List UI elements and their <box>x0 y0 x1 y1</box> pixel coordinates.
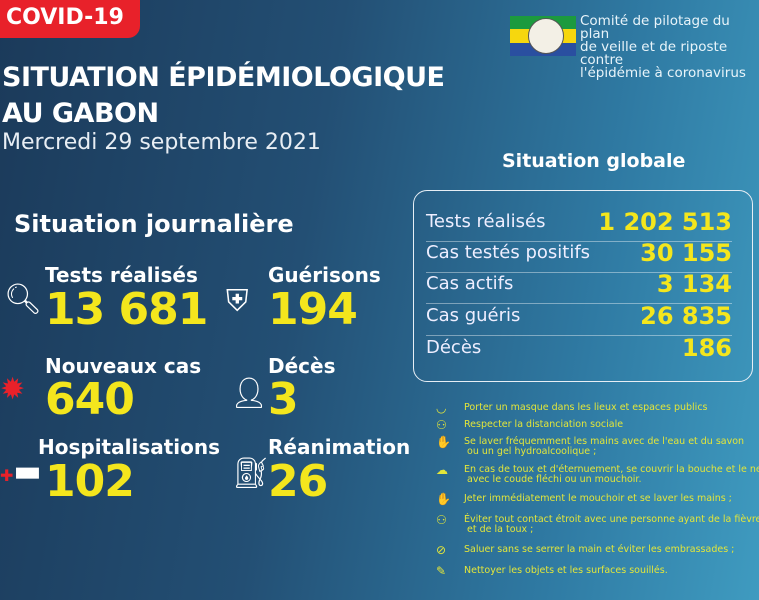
org-line: l'épidémie à coronavirus <box>580 65 746 81</box>
gabon-flag-logo <box>510 16 576 56</box>
row-value: 1 202 513 <box>598 208 732 236</box>
advice-text: Nettoyer les objets et les surfaces soui… <box>464 565 668 576</box>
daily-value: 102 <box>45 456 135 507</box>
advice-text: Se laver fréquemment les mains avec de l… <box>464 436 745 457</box>
virus-icon: ✹ <box>0 372 26 407</box>
row-label: Décès <box>426 337 482 358</box>
advice-text: Saluer sans se serrer la main et éviter … <box>464 544 735 555</box>
magnifier-icon: 🔍︎ <box>4 282 43 317</box>
advice-text: En cas de toux et d'éternuement, se couv… <box>464 464 759 485</box>
daily-value: 13 681 <box>45 284 208 335</box>
daily-label: Tests réalisés <box>45 263 198 287</box>
daily-heading: Situation journalière <box>14 210 294 238</box>
organization-name: Comité de pilotage du plan de veille et … <box>580 13 759 81</box>
cough-icon: ☁ <box>436 463 448 477</box>
global-row: Cas testés positifs 30 155 <box>426 239 732 273</box>
daily-value: 194 <box>268 284 358 335</box>
row-value: 30 155 <box>640 239 732 267</box>
row-label: Cas guéris <box>426 305 521 326</box>
global-heading: Situation globale <box>502 150 686 172</box>
covid-badge: COVID-19 <box>0 0 140 38</box>
oxygen-tank-icon: ⛽︎ <box>232 456 271 491</box>
daily-value: 3 <box>268 374 299 425</box>
row-value: 186 <box>681 334 732 362</box>
row-label: Cas actifs <box>426 273 514 294</box>
shield-virus-icon: ⛨ <box>226 284 249 319</box>
page-title-line2: AU GABON <box>2 98 159 129</box>
advice-text: Jeter immédiatement le mouchoir et se la… <box>464 493 732 504</box>
row-value: 3 134 <box>656 270 732 298</box>
advice-text: Porter un masque dans les lieux et espac… <box>464 402 708 413</box>
report-date: Mercredi 29 septembre 2021 <box>2 130 321 155</box>
no-handshake-icon: ⊘ <box>436 543 447 557</box>
cleaning-icon: ✎ <box>436 564 447 578</box>
org-line: de veille et de riposte contre <box>580 39 728 68</box>
global-row: Décès 186 <box>426 334 732 368</box>
global-row: Cas actifs 3 134 <box>426 270 732 304</box>
daily-label: Guérisons <box>268 263 381 287</box>
row-value: 26 835 <box>640 302 732 330</box>
mask-icon: ◡ <box>436 401 447 415</box>
daily-label: Réanimation <box>268 435 411 459</box>
daily-value: 640 <box>45 374 135 425</box>
handwash-icon: ✋ <box>436 492 451 506</box>
global-table: Tests réalisés 1 202 513 Cas testés posit… <box>413 190 753 382</box>
daily-label: Décès <box>268 354 336 378</box>
global-row: Cas guéris 26 835 <box>426 302 732 336</box>
distance-icon: ⚇ <box>436 513 447 527</box>
advice-text: Éviter tout contact étroit avec une pers… <box>464 514 759 535</box>
distance-icon: ⚇ <box>436 418 447 432</box>
daily-value: 26 <box>268 456 328 507</box>
global-row: Tests réalisés 1 202 513 <box>426 208 732 242</box>
handwash-icon: ✋ <box>436 435 451 449</box>
page-title: SITUATION ÉPIDÉMIOLOGIQUE <box>2 62 445 93</box>
org-line: Comité de pilotage du plan <box>580 13 730 42</box>
row-label: Tests réalisés <box>426 211 546 232</box>
daily-label: Hospitalisations <box>38 435 221 459</box>
daily-label: Nouveaux cas <box>45 354 202 378</box>
advice-text: Respecter la distanciation sociale <box>464 419 624 430</box>
row-label: Cas testés positifs <box>426 242 591 263</box>
person-icon: 👤︎ <box>230 376 269 411</box>
hospital-bed-icon: ✚▬ <box>0 454 42 489</box>
